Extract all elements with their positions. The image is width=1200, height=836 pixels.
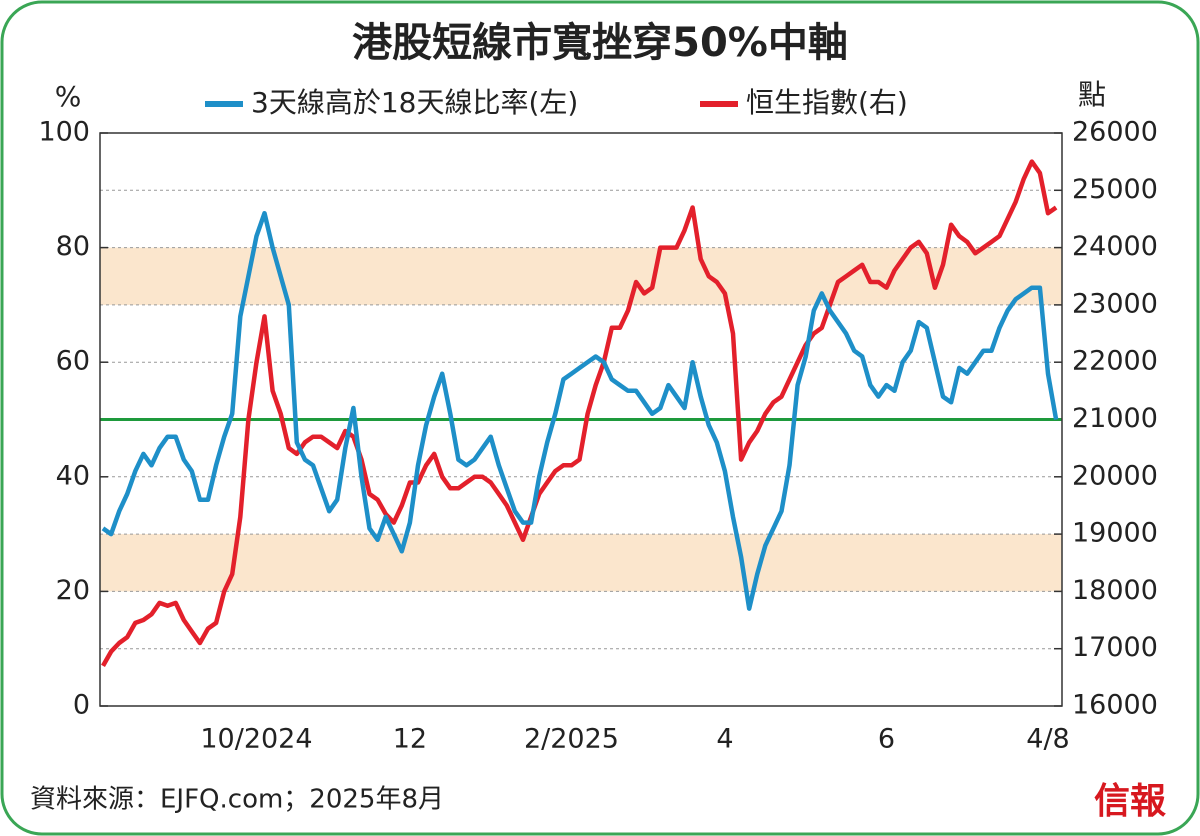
- band: [100, 534, 1062, 592]
- y2-tick-label: 23000: [1072, 288, 1158, 319]
- y-tick-label: 60: [56, 346, 90, 377]
- logo: 信報: [1094, 780, 1166, 822]
- y-tick-label: 0: [73, 690, 90, 721]
- y2-tick-label: 20000: [1072, 460, 1158, 491]
- y-tick-label: 100: [38, 117, 90, 148]
- legend-label: 3天線高於18天線比率(左): [251, 86, 578, 119]
- legend-label: 恒生指數(右): [746, 86, 908, 119]
- x-tick-label: 2/2025: [524, 724, 619, 755]
- y-tick-label: 20: [56, 575, 90, 606]
- y2-tick-label: 24000: [1072, 231, 1158, 262]
- y-tick-label: 40: [56, 460, 90, 491]
- y2-tick-label: 16000: [1072, 690, 1158, 721]
- y2-tick-label: 25000: [1072, 174, 1158, 205]
- y2-tick-label: 18000: [1072, 575, 1158, 606]
- y2-tick-label: 26000: [1072, 117, 1158, 148]
- series-line: [101, 210, 1059, 611]
- x-tick-label: 4/8: [1026, 724, 1069, 755]
- y2-tick-label: 22000: [1072, 346, 1158, 377]
- y-axis-unit: %: [55, 80, 82, 113]
- y2-axis-unit: 點: [1078, 78, 1106, 111]
- y2-tick-label: 21000: [1072, 403, 1158, 434]
- x-tick-label: 12: [393, 724, 427, 755]
- chart-title: 港股短線市寬挫穿50%中軸: [352, 20, 848, 66]
- y-tick-label: 80: [56, 231, 90, 262]
- y2-tick-label: 17000: [1072, 632, 1158, 663]
- x-tick-label: 10/2024: [200, 724, 312, 755]
- x-tick-label: 4: [716, 724, 733, 755]
- plot-frame: [99, 132, 1063, 707]
- series-line: [101, 159, 1058, 668]
- x-tick-label: 6: [878, 724, 895, 755]
- y2-tick-label: 19000: [1072, 518, 1158, 549]
- source: 資料來源：EJFQ.com；2025年8月: [30, 785, 444, 815]
